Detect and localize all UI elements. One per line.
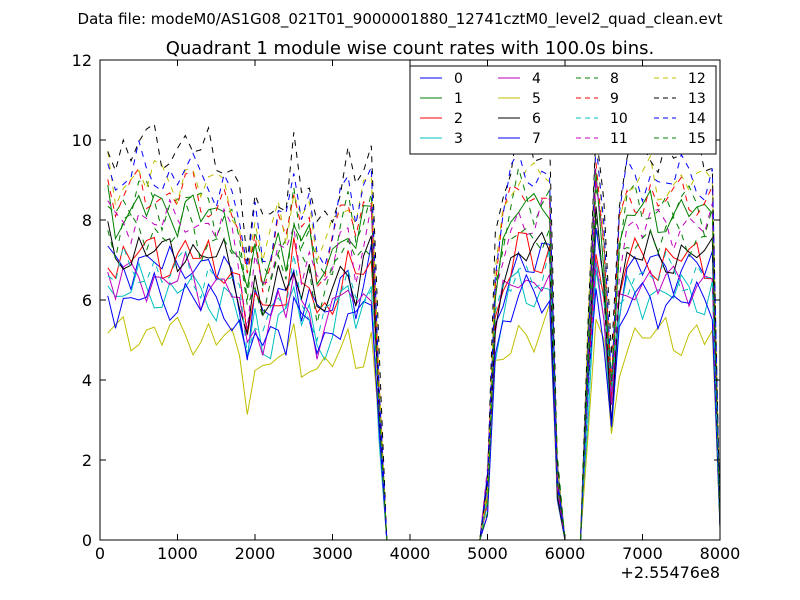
x-tick-label: 7000 — [622, 544, 663, 563]
y-tick-label: 10 — [72, 131, 92, 150]
y-tick-label: 12 — [72, 51, 92, 70]
y-tick-label: 8 — [82, 211, 92, 230]
legend-label-4: 4 — [532, 71, 541, 87]
legend-label-6: 6 — [532, 111, 541, 127]
y-tick-label: 4 — [82, 371, 92, 390]
legend-label-3: 3 — [454, 131, 463, 147]
legend-label-11: 11 — [610, 131, 628, 147]
y-tick-label: 2 — [82, 451, 92, 470]
x-tick-label: 5000 — [467, 544, 508, 563]
chart-title: Quadrant 1 module wise count rates with … — [166, 38, 655, 59]
x-tick-label: 1000 — [157, 544, 198, 563]
legend-label-13: 13 — [688, 91, 706, 107]
x-tick-label: 2000 — [235, 544, 276, 563]
legend-label-12: 12 — [688, 71, 706, 87]
legend-label-9: 9 — [610, 91, 619, 107]
legend-label-7: 7 — [532, 131, 541, 147]
legend-label-14: 14 — [688, 111, 706, 127]
x-offset-label: +2.55476e8 — [620, 563, 720, 582]
legend-label-1: 1 — [454, 91, 463, 107]
legend-label-2: 2 — [454, 111, 463, 127]
x-tick-label: 4000 — [390, 544, 431, 563]
x-tick-label: 8000 — [700, 544, 741, 563]
legend-label-10: 10 — [610, 111, 628, 127]
x-tick-label: 0 — [95, 544, 105, 563]
x-tick-label: 6000 — [545, 544, 586, 563]
legend-label-5: 5 — [532, 91, 541, 107]
x-axis: 0 1000 2000 3000 4000 5000 6000 7000 8000 — [95, 60, 740, 563]
data-file-header: Data file: modeM0/AS1G08_021T01_90000018… — [78, 10, 723, 29]
y-tick-label: 0 — [82, 531, 92, 550]
legend-label-15: 15 — [688, 131, 706, 147]
legend-label-8: 8 — [610, 71, 619, 87]
legend-label-0: 0 — [454, 71, 463, 87]
legend-box — [409, 65, 717, 155]
y-tick-label: 6 — [82, 291, 92, 310]
x-tick-label: 3000 — [312, 544, 353, 563]
